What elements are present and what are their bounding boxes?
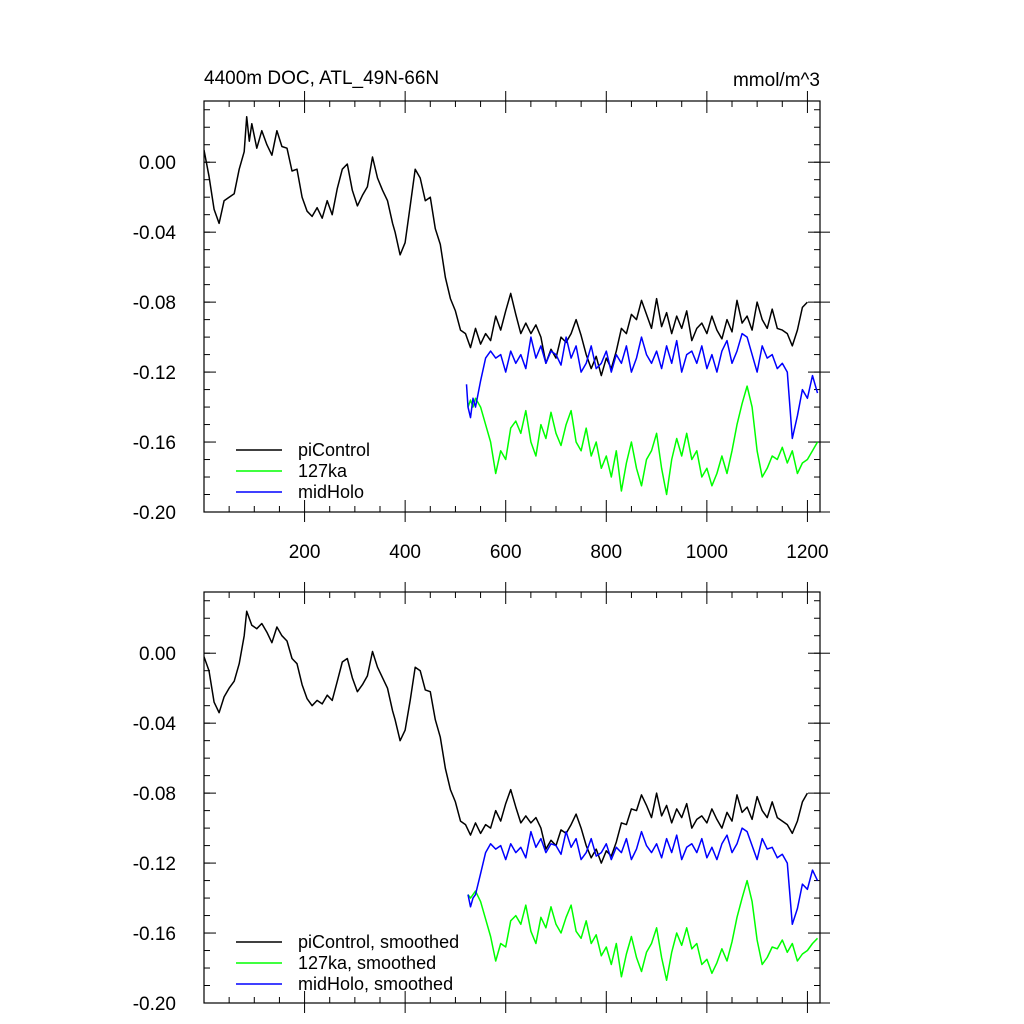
series-line-2 <box>467 385 819 496</box>
y-tick-label: -0.20 <box>133 503 176 524</box>
y-tick-label: -0.16 <box>133 924 176 945</box>
y-tick-label: -0.04 <box>133 223 177 244</box>
y-tick-label: -0.04 <box>133 714 177 735</box>
y-tick-label: -0.08 <box>133 293 176 314</box>
x-tick-label: 400 <box>389 542 421 563</box>
series-line-1 <box>204 115 808 377</box>
series-line-2 <box>467 879 819 982</box>
legend-label: 127ka <box>298 461 348 481</box>
y-tick-label: -0.08 <box>133 784 176 805</box>
x-tick-label: 1200 <box>786 542 828 563</box>
plot-frame <box>203 100 821 513</box>
x-tick-label: 1000 <box>686 542 728 563</box>
x-tick-label: 800 <box>590 542 622 563</box>
y-tick-label: -0.12 <box>133 854 176 875</box>
series-line-1 <box>204 610 809 864</box>
series-line-3 <box>467 827 819 926</box>
x-tick-label: 200 <box>289 542 321 563</box>
y-tick-label: -0.12 <box>133 363 176 384</box>
legend-label: piControl, smoothed <box>298 932 459 952</box>
legend-label: midHolo <box>298 482 364 502</box>
x-tick-label: 600 <box>490 542 522 563</box>
plot-frame <box>203 591 821 1004</box>
legend-label: piControl <box>298 440 370 460</box>
y-tick-label: 0.00 <box>139 153 176 174</box>
legend-label: midHolo, smoothed <box>298 974 453 994</box>
bottom-panel: 0.00 -0.04 -0.08 -0.12 -0.16 -0.20 piControl, … <box>133 582 830 1015</box>
bottom-plot-area: 0.00 -0.04 -0.08 -0.12 -0.16 -0.20 piControl, … <box>133 582 830 1015</box>
chart-title: 4400m DOC, ATL_49N-66N <box>204 68 439 89</box>
y-tick-label: -0.20 <box>133 994 176 1015</box>
top-plot-area: 200 400 600 800 1000 1200 0.00 -0.04 -0.08 -0.12 -… <box>133 91 830 563</box>
y-tick-label: 0.00 <box>139 644 176 665</box>
top-panel: 4400m DOC, ATL_49N-66N mmol/m^3 200 400 60… <box>133 68 830 563</box>
units-label: mmol/m^3 <box>733 70 820 91</box>
series-line-3 <box>465 332 819 440</box>
legend-label: 127ka, smoothed <box>298 953 436 973</box>
y-tick-label: -0.16 <box>133 433 176 454</box>
